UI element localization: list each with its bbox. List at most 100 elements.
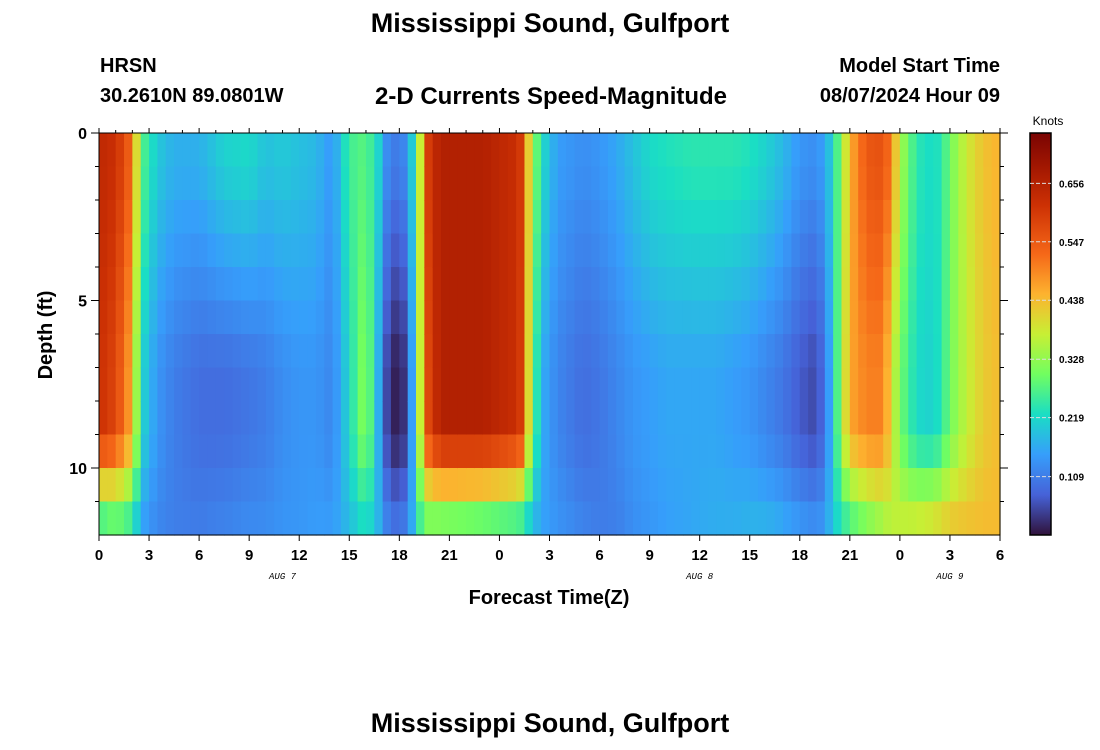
heatmap-cell xyxy=(816,334,826,369)
heatmap-cell xyxy=(124,501,133,536)
heatmap-cell xyxy=(140,468,150,503)
heatmap-cell xyxy=(315,367,325,402)
heatmap-cell xyxy=(449,367,459,402)
heatmap-cell xyxy=(599,267,609,302)
heatmap-cell xyxy=(332,233,342,268)
heatmap-cell xyxy=(557,501,567,536)
heatmap-cell xyxy=(174,401,184,436)
heatmap-cell xyxy=(791,334,801,369)
heatmap-cell xyxy=(933,501,943,536)
heatmap-cell xyxy=(424,501,434,536)
heatmap-cell xyxy=(774,401,784,436)
heatmap-cell xyxy=(824,233,834,268)
heatmap-cell xyxy=(541,133,551,168)
heatmap-cell xyxy=(282,501,292,536)
heatmap-cell xyxy=(274,200,284,235)
heatmap-cell xyxy=(641,401,651,436)
heatmap-cell xyxy=(149,468,158,503)
heatmap-cell xyxy=(758,166,767,201)
heatmap-cell xyxy=(424,468,434,503)
heatmap-cell xyxy=(340,401,350,436)
heatmap-cell xyxy=(416,367,425,402)
heatmap-cell xyxy=(841,334,851,369)
heatmap-cell xyxy=(899,200,909,235)
heatmap-cell xyxy=(983,200,993,235)
heatmap-cell xyxy=(524,133,534,168)
heatmap-cell xyxy=(499,200,509,235)
heatmap-cell xyxy=(899,233,909,268)
heatmap-cell xyxy=(849,166,859,201)
heatmap-cell xyxy=(774,133,784,168)
heatmap-cell xyxy=(124,401,133,436)
heatmap-cell xyxy=(641,367,651,402)
heatmap-cell xyxy=(424,401,434,436)
heatmap-cell xyxy=(482,434,492,469)
heatmap-cell xyxy=(766,133,776,168)
heatmap-cell xyxy=(641,166,651,201)
heatmap-cell xyxy=(257,200,267,235)
heatmap-cell xyxy=(407,401,417,436)
heatmap-cell xyxy=(574,334,584,369)
heatmap-cell xyxy=(332,434,342,469)
heatmap-cell xyxy=(824,267,834,302)
heatmap-cell xyxy=(399,300,409,335)
heatmap-cell xyxy=(349,133,359,168)
heatmap-cell xyxy=(432,501,442,536)
heatmap-cell xyxy=(315,401,325,436)
heatmap-cell xyxy=(874,434,884,469)
x-tick-label: 6 xyxy=(195,547,203,564)
heatmap-cell xyxy=(215,401,225,436)
heatmap-cell xyxy=(182,434,192,469)
heatmap-cell xyxy=(532,501,542,536)
heatmap-cell xyxy=(532,233,542,268)
heatmap-cell xyxy=(240,300,250,335)
heatmap-cell xyxy=(941,133,951,168)
heatmap-cell xyxy=(324,166,334,201)
heatmap-cell xyxy=(532,367,542,402)
heatmap-cell xyxy=(524,468,534,503)
heatmap-cell xyxy=(349,401,359,436)
heatmap-cell xyxy=(390,367,400,402)
date-label: AUG 9 xyxy=(935,572,964,582)
heatmap-cell xyxy=(799,434,809,469)
heatmap-cell xyxy=(741,367,751,402)
heatmap-cell xyxy=(499,133,509,168)
heatmap-cell xyxy=(916,233,926,268)
heatmap-cell xyxy=(416,434,425,469)
heatmap-cell xyxy=(916,166,926,201)
heatmap-cell xyxy=(140,267,150,302)
heatmap-cell xyxy=(466,468,476,503)
heatmap-cell xyxy=(149,334,158,369)
heatmap-cell xyxy=(783,434,793,469)
heatmap-cell xyxy=(290,334,300,369)
heatmap-cell xyxy=(816,166,826,201)
heatmap-cell xyxy=(966,401,976,436)
heatmap-cell xyxy=(482,367,492,402)
heatmap-cell xyxy=(107,434,117,469)
heatmap-cell xyxy=(416,133,425,168)
heatmap-cell xyxy=(382,267,392,302)
heatmap-cell xyxy=(566,401,576,436)
heatmap-cell xyxy=(549,401,559,436)
heatmap-cell xyxy=(516,233,526,268)
heatmap-cell xyxy=(124,367,133,402)
heatmap-cell xyxy=(449,267,459,302)
heatmap-cell xyxy=(349,367,359,402)
heatmap-cell xyxy=(182,501,192,536)
heatmap-cell xyxy=(157,401,167,436)
heatmap-cell xyxy=(215,334,225,369)
heatmap-cell xyxy=(541,468,551,503)
heatmap-cell xyxy=(741,468,751,503)
heatmap-cell xyxy=(557,166,567,201)
heatmap-cell xyxy=(115,233,125,268)
heatmap-cell xyxy=(674,334,684,369)
heatmap-cell xyxy=(941,166,951,201)
heatmap-cell xyxy=(641,434,651,469)
heatmap-cell xyxy=(115,300,125,335)
heatmap-cell xyxy=(591,200,601,235)
heatmap-cell xyxy=(841,501,851,536)
heatmap-cell xyxy=(799,300,809,335)
heatmap-cell xyxy=(649,434,659,469)
heatmap-cell xyxy=(674,501,684,536)
